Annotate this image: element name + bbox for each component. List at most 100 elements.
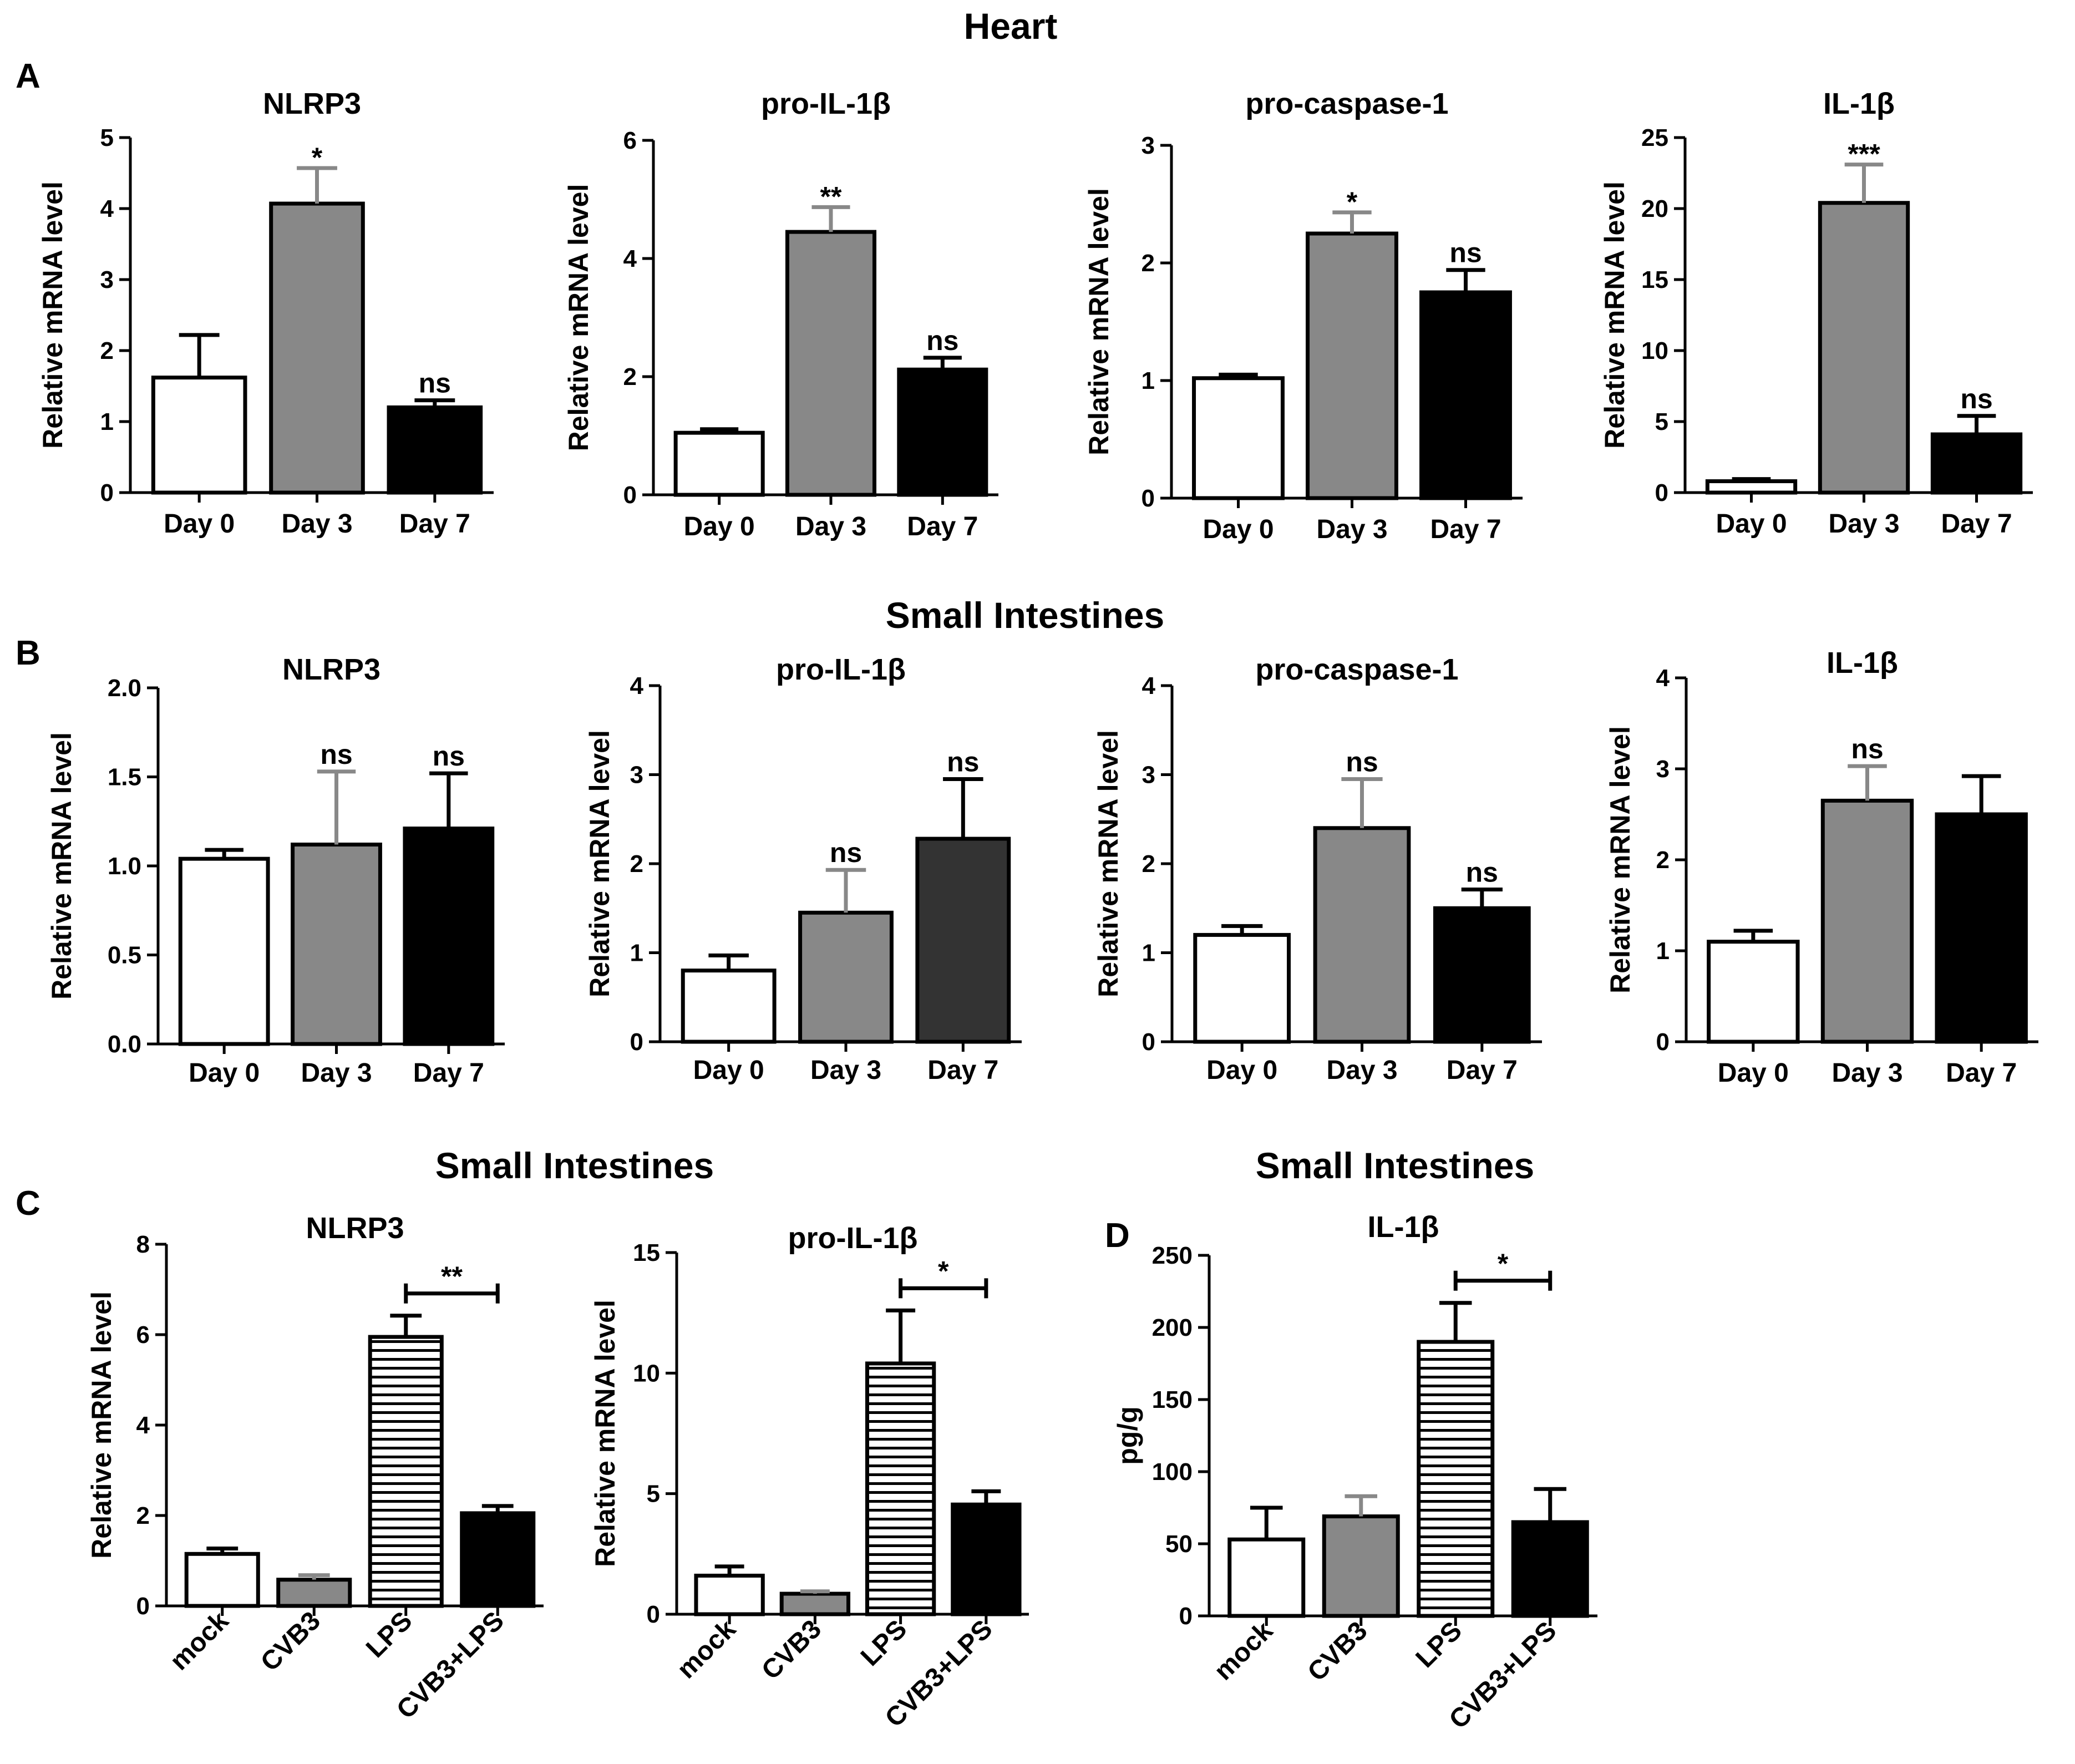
y-tick-label: 0 <box>1655 479 1668 506</box>
chart-3: pro-caspase-1 Relative mRNA level 0 1 2 3 Day … <box>1083 87 1523 544</box>
bar-3 <box>1419 290 1512 500</box>
panel-letter-c: C <box>16 1184 40 1223</box>
significance-label: ns <box>1449 237 1482 268</box>
significance-label: *** <box>1848 139 1880 170</box>
bar-1 <box>1193 932 1291 1044</box>
y-tick-label: 2 <box>1142 850 1155 878</box>
category-label: Day 7 <box>927 1056 998 1085</box>
chart-title: pro-caspase-1 <box>1245 87 1448 120</box>
y-tick-label: 1 <box>630 940 643 967</box>
significance-label: ns <box>1960 383 1992 414</box>
bar-1 <box>694 1573 765 1616</box>
y-tick-label: 4 <box>630 672 644 699</box>
y-tick-label: 0 <box>136 1593 150 1620</box>
bar-2 <box>1818 201 1910 495</box>
y-tick-label: 4 <box>1656 665 1670 692</box>
category-label: Day 7 <box>413 1058 484 1088</box>
category-label: Day 7 <box>907 512 978 541</box>
y-axis-label: Relative mRNA level <box>46 732 77 1000</box>
bar-3 <box>1433 906 1531 1044</box>
y-tick-label: 250 <box>1152 1242 1193 1269</box>
category-label: Day 3 <box>1316 515 1387 544</box>
significance-label: ns <box>419 368 451 399</box>
category-label: Day 3 <box>1828 509 1899 539</box>
bar-1 <box>1705 479 1798 495</box>
y-tick-label: 2 <box>100 337 114 364</box>
category-label: CVB3 <box>255 1606 326 1677</box>
significance-label: ** <box>820 181 842 212</box>
category-label: Day 3 <box>1832 1058 1902 1088</box>
chart-title: pro-IL-1β <box>776 653 906 686</box>
y-tick-label: 10 <box>1641 337 1668 364</box>
significance-label: * <box>1347 186 1358 217</box>
bar-4 <box>1511 1520 1589 1618</box>
chart-title: IL-1β <box>1368 1210 1439 1244</box>
significance-label: ns <box>433 741 465 772</box>
bar-1 <box>178 856 270 1046</box>
category-label: Day 0 <box>684 512 755 541</box>
y-tick-label: 0 <box>623 481 637 509</box>
y-tick-label: 0.0 <box>108 1031 141 1058</box>
y-axis-label: Relative mRNA level <box>37 181 68 449</box>
charts-group: NLRP3 Relative mRNA level 0 1 2 3 4 5 Day 0 * Day … <box>37 87 2038 1735</box>
comparison-label: ** <box>441 1261 463 1292</box>
y-axis-label: Relative mRNA level <box>584 730 615 997</box>
category-label: Day 0 <box>1206 1056 1277 1085</box>
bar-2 <box>779 1591 851 1616</box>
y-tick-label: 4 <box>1142 672 1156 699</box>
y-axis-label: Relative mRNA level <box>86 1291 117 1559</box>
category-label: LPS <box>1411 1616 1468 1673</box>
y-tick-label: 25 <box>1641 124 1668 151</box>
significance-label: ns <box>1346 747 1378 778</box>
y-tick-label: 200 <box>1152 1314 1193 1341</box>
y-tick-label: 1.0 <box>108 853 141 880</box>
bar-2 <box>276 1578 352 1608</box>
y-tick-label: 1 <box>100 408 114 435</box>
y-tick-label: 4 <box>623 245 637 272</box>
category-label: mock <box>1209 1616 1279 1686</box>
section-title-small-intestines-c: Small Intestines <box>435 1145 714 1186</box>
chart-10: pro-IL-1β Relative mRNA level 0 5 10 15 mock CV… <box>590 1221 1029 1733</box>
y-tick-label: 20 <box>1641 195 1668 222</box>
bar-2 <box>798 910 894 1044</box>
chart-6: pro-IL-1β Relative mRNA level 0 1 2 3 4 Day 0 ns… <box>584 653 1022 1085</box>
y-axis-label: Relative mRNA level <box>1083 188 1114 455</box>
category-label: Day 3 <box>301 1058 372 1088</box>
category-label: Day 3 <box>810 1056 881 1085</box>
category-label: Day 7 <box>1946 1058 2017 1088</box>
y-tick-label: 2 <box>1656 846 1670 874</box>
chart-4: IL-1β Relative mRNA level 0 5 10 15 20 25 Day 0 *… <box>1599 87 2033 539</box>
category-label: CVB3 <box>756 1614 827 1685</box>
bar-2 <box>785 230 877 497</box>
category-label: Day 3 <box>795 512 866 541</box>
chart-title: pro-IL-1β <box>788 1221 918 1255</box>
category-label: mock <box>164 1606 234 1676</box>
significance-label: ns <box>926 325 958 356</box>
y-tick-label: 15 <box>1641 266 1668 293</box>
y-tick-label: 100 <box>1152 1458 1193 1486</box>
category-label: Day 3 <box>1326 1056 1397 1085</box>
y-tick-label: 50 <box>1165 1530 1193 1558</box>
bar-1 <box>151 376 247 495</box>
chart-8: IL-1β Relative mRNA level 0 1 2 3 4 Day 0 ns Day … <box>1605 646 2038 1088</box>
y-tick-label: 0 <box>630 1028 643 1056</box>
comparison-label: * <box>938 1255 949 1286</box>
y-tick-label: 0 <box>1141 485 1155 512</box>
chart-title: IL-1β <box>1827 646 1898 680</box>
category-label: Day 7 <box>1941 509 2012 539</box>
y-tick-label: 4 <box>100 195 114 222</box>
bar-1 <box>1707 940 1800 1044</box>
bar-3 <box>1930 432 2023 495</box>
y-tick-label: 3 <box>1141 132 1155 159</box>
panel-letter-d: D <box>1105 1216 1130 1255</box>
bar-3 <box>387 405 483 495</box>
y-tick-label: 8 <box>136 1231 150 1258</box>
significance-label: ns <box>947 747 979 778</box>
bar-4 <box>951 1502 1022 1616</box>
bar-3 <box>1417 1340 1495 1618</box>
y-tick-label: 15 <box>633 1239 660 1266</box>
chart-9: NLRP3 Relative mRNA level 0 2 4 6 8 mock CVB3 LPS… <box>86 1212 544 1725</box>
category-label: mock <box>672 1614 742 1684</box>
category-label: LPS <box>361 1606 418 1663</box>
bar-2 <box>269 201 365 495</box>
